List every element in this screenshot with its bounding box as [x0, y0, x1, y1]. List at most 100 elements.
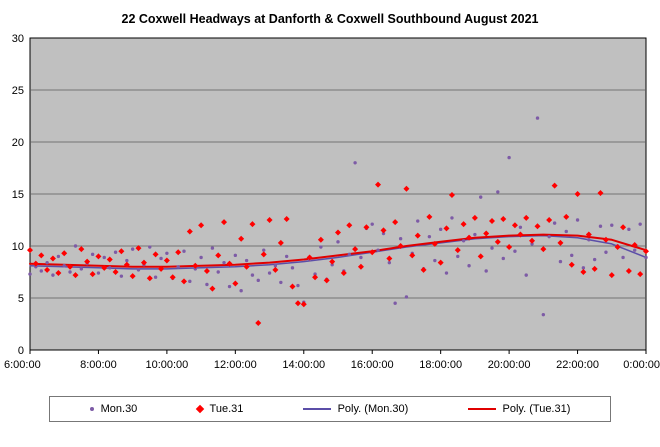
scatter-point-mon30 [313, 272, 317, 276]
scatter-point-mon30 [227, 284, 232, 289]
scatter-point-tue31 [323, 277, 330, 284]
scatter-point-mon30 [125, 258, 129, 263]
scatter-point-mon30 [336, 240, 340, 244]
scatter-point-mon30 [233, 253, 238, 258]
y-tick-label: 0 [18, 345, 24, 357]
scatter-point-mon30 [581, 266, 586, 270]
scatter-point-tue31 [221, 219, 228, 226]
scatter-point-mon30 [501, 256, 505, 261]
scatter-point-tue31 [437, 259, 444, 266]
scatter-point-tue31 [443, 225, 450, 232]
scatter-point-tue31 [540, 246, 547, 253]
scatter-point-mon30 [256, 278, 260, 283]
scatter-point-tue31 [380, 227, 387, 234]
scatter-point-tue31 [272, 266, 279, 273]
scatter-point-tue31 [340, 270, 347, 277]
legend-label-poly-tue31: Poly. (Tue.31) [502, 403, 571, 415]
scatter-point-mon30 [416, 219, 420, 223]
scatter-point-tue31 [608, 272, 615, 279]
scatter-point-tue31 [55, 270, 62, 277]
x-tick-label: 22:00:00 [556, 359, 599, 371]
scatter-point-mon30 [461, 239, 466, 243]
x-tick-label: 14:00:00 [282, 359, 325, 371]
scatter-point-mon30 [484, 269, 488, 273]
scatter-point-tue31 [397, 243, 404, 249]
scatter-point-mon30 [370, 222, 374, 226]
scatter-point-tue31 [483, 230, 490, 237]
scatter-point-mon30 [638, 222, 642, 226]
scatter-point-tue31 [186, 228, 193, 235]
y-tick-label: 10 [12, 241, 24, 253]
tue31-diamond-icon [195, 404, 204, 414]
scatter-point-tue31 [580, 269, 587, 275]
scatter-point-mon30 [119, 274, 124, 278]
scatter-point-tue31 [277, 239, 284, 246]
scatter-point-mon30 [541, 312, 546, 317]
scatter-point-tue31 [574, 191, 581, 197]
scatter-point-tue31 [140, 259, 147, 266]
scatter-point-mon30 [467, 264, 471, 268]
scatter-point-tue31 [363, 224, 370, 231]
scatter-point-tue31 [89, 271, 96, 278]
scatter-point-mon30 [267, 271, 272, 275]
scatter-point-mon30 [148, 245, 152, 249]
scatter-point-mon30 [176, 265, 180, 269]
scatter-point-tue31 [243, 263, 250, 270]
scatter-point-tue31 [106, 256, 113, 263]
scatter-point-tue31 [175, 249, 182, 256]
scatter-point-tue31 [38, 252, 45, 259]
scatter-point-mon30 [319, 245, 323, 249]
scatter-point-tue31 [414, 232, 421, 239]
scatter-point-mon30 [398, 237, 403, 241]
scatter-point-tue31 [306, 254, 313, 261]
scatter-point-mon30 [575, 218, 580, 222]
scatter-point-mon30 [153, 275, 158, 279]
scatter-point-tue31 [426, 213, 433, 220]
scatter-point-tue31 [346, 222, 353, 229]
scatter-point-mon30 [90, 252, 95, 257]
scatter-point-tue31 [112, 269, 119, 275]
scatter-point-mon30 [330, 263, 334, 267]
scatter-point-tue31 [494, 238, 501, 245]
scatter-point-mon30 [239, 289, 243, 293]
scatter-point-mon30 [102, 255, 106, 260]
scatter-point-tue31 [489, 218, 495, 225]
scatter-point-tue31 [643, 248, 649, 255]
scatter-point-tue31 [335, 229, 341, 236]
scatter-point-mon30 [45, 260, 49, 265]
scatter-point-mon30 [96, 271, 101, 275]
scatter-point-tue31 [602, 236, 609, 243]
scatter-point-tue31 [192, 262, 199, 269]
scatter-point-mon30 [262, 248, 266, 252]
scatter-point-tue31 [249, 221, 256, 228]
trend-line-tue31 [29, 233, 647, 268]
scatter-point-mon30 [433, 258, 437, 263]
scatter-point-mon30 [159, 256, 163, 261]
scatter-point-tue31 [123, 261, 130, 268]
scatter-point-tue31 [511, 222, 518, 229]
scatter-point-mon30 [222, 260, 226, 265]
scatter-point-mon30 [353, 161, 357, 165]
scatter-point-tue31 [203, 267, 210, 274]
scatter-point-mon30 [284, 254, 289, 259]
legend-label-tue31: Tue.31 [209, 403, 244, 415]
legend-item-poly-mon30: Poly. (Mon.30) [302, 403, 408, 415]
scatter-point-mon30 [513, 249, 517, 253]
scatter-point-mon30 [518, 225, 523, 229]
scatter-point-mon30 [210, 246, 215, 250]
y-tick-label: 25 [12, 85, 24, 97]
scatter-point-tue31 [431, 240, 438, 247]
scatter-point-mon30 [598, 224, 603, 228]
scatter-point-mon30 [473, 232, 477, 237]
legend-item-tue31: Tue.31 [195, 403, 244, 415]
scatter-point-tue31 [551, 182, 558, 189]
y-tick-label: 5 [18, 293, 24, 305]
scatter-point-mon30 [205, 282, 209, 287]
scatter-point-tue31 [129, 273, 136, 280]
scatter-point-tue31 [557, 239, 564, 246]
scatter-point-tue31 [631, 241, 638, 248]
scatter-point-mon30 [592, 257, 597, 262]
scatter-point-mon30 [490, 246, 494, 250]
scatter-point-tue31 [546, 217, 553, 223]
scatter-point-tue31 [591, 265, 598, 272]
